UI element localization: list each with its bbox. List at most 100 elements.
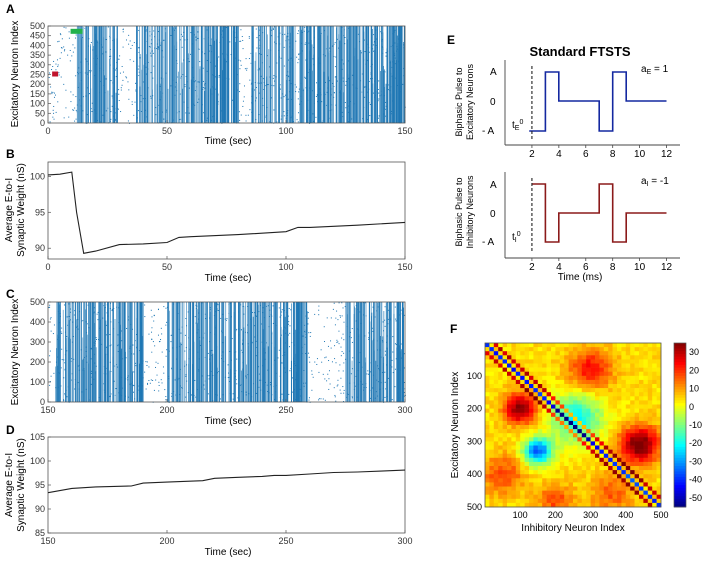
heatmap-cell bbox=[533, 392, 539, 397]
heatmap-cell bbox=[595, 396, 600, 401]
heatmap-cell bbox=[564, 363, 569, 368]
spike-dot bbox=[70, 311, 72, 313]
heatmap-cell bbox=[581, 470, 587, 475]
heatmap-cell bbox=[551, 400, 556, 405]
spike-dot bbox=[245, 120, 247, 122]
spike-dot bbox=[350, 337, 352, 339]
spike-dot bbox=[344, 43, 346, 45]
heatmap-cell bbox=[630, 355, 635, 360]
heatmap-cell bbox=[507, 425, 512, 430]
heatmap-cell bbox=[533, 412, 539, 418]
heatmap-cell bbox=[603, 425, 609, 430]
spike-dot bbox=[187, 311, 189, 313]
y-tick-label: 350 bbox=[30, 50, 45, 60]
heatmap-cell bbox=[485, 478, 490, 483]
heatmap-cell bbox=[656, 400, 662, 405]
heatmap-cell bbox=[485, 470, 490, 475]
heatmap-cell bbox=[608, 466, 613, 471]
colorbar-segment bbox=[674, 384, 686, 388]
heatmap-cell bbox=[485, 490, 490, 495]
spike-dot bbox=[273, 80, 275, 82]
heatmap-cell bbox=[559, 420, 565, 426]
heatmap-cell bbox=[608, 416, 613, 422]
heatmap-cell bbox=[485, 404, 490, 409]
heatmap-cell bbox=[555, 486, 561, 491]
spike-dot bbox=[50, 317, 52, 319]
spike-dot bbox=[304, 76, 306, 78]
heatmap-cell bbox=[573, 400, 578, 405]
heatmap-cell bbox=[573, 433, 578, 438]
spike-dot bbox=[387, 377, 389, 379]
heatmap-cell bbox=[612, 482, 618, 487]
colorbar-segment bbox=[674, 373, 686, 377]
spike-dot bbox=[256, 47, 258, 49]
heatmap-cell bbox=[564, 396, 569, 401]
heatmap-cell bbox=[507, 367, 512, 372]
heatmap-cell bbox=[493, 429, 499, 434]
heatmap-cell bbox=[595, 453, 600, 459]
heatmap-cell bbox=[577, 371, 583, 377]
heatmap-cell bbox=[555, 437, 561, 442]
heatmap-cell bbox=[599, 466, 605, 471]
heatmap-cell bbox=[520, 437, 525, 442]
heatmap-cell bbox=[498, 351, 503, 356]
spike-dot bbox=[161, 351, 163, 353]
heatmap-cell bbox=[489, 404, 495, 409]
colorbar-segment bbox=[674, 378, 686, 382]
spike-dot bbox=[324, 81, 326, 83]
spike-dot bbox=[89, 70, 91, 72]
spike-dot bbox=[301, 32, 303, 34]
spike-dot bbox=[151, 327, 153, 329]
spike-dot bbox=[312, 58, 314, 60]
heatmap-cell bbox=[564, 371, 569, 377]
spike-dot bbox=[378, 92, 380, 94]
heatmap-cell bbox=[489, 482, 495, 487]
spike-dot bbox=[209, 44, 211, 46]
heatmap-cell bbox=[573, 470, 578, 475]
spike-dot bbox=[334, 345, 336, 347]
heatmap-cell bbox=[652, 453, 657, 459]
panel-d-xlabel: Time (sec) bbox=[205, 547, 252, 558]
colorbar-segment bbox=[674, 485, 686, 489]
spike-dot bbox=[343, 401, 345, 402]
colorbar-segment bbox=[674, 381, 686, 385]
heatmap-cell bbox=[520, 416, 525, 422]
heatmap-cell bbox=[511, 412, 517, 418]
heatmap-cell bbox=[529, 375, 534, 381]
spike-dot bbox=[334, 396, 336, 398]
heatmap-cell bbox=[621, 416, 627, 422]
heatmap-cell bbox=[529, 470, 534, 475]
heatmap-cell bbox=[590, 433, 596, 438]
t-i-sub: I bbox=[515, 237, 517, 244]
heatmap-cell bbox=[652, 429, 657, 434]
heatmap-cell bbox=[639, 384, 644, 389]
heatmap-cell bbox=[647, 396, 653, 401]
heatmap-cell bbox=[546, 379, 552, 385]
spike-dot bbox=[245, 375, 247, 377]
heatmap-cell bbox=[520, 379, 525, 385]
heatmap-cell bbox=[564, 478, 569, 483]
heatmap-cell bbox=[586, 437, 591, 442]
panel-d-ylabel-line1: Average E-to-I bbox=[4, 453, 15, 517]
heatmap-cell bbox=[559, 396, 565, 401]
heatmap-cell bbox=[511, 343, 517, 348]
heatmap-cell bbox=[529, 379, 534, 385]
heatmap-cell bbox=[568, 412, 574, 418]
heatmap-cell bbox=[498, 466, 503, 471]
spike-dot bbox=[67, 54, 69, 56]
heatmap-cell bbox=[586, 347, 591, 352]
heatmap-cell bbox=[639, 453, 644, 459]
heatmap-cell bbox=[515, 482, 521, 487]
heatmap-cell bbox=[529, 490, 534, 495]
heatmap-cell bbox=[603, 420, 609, 426]
heatmap-cell bbox=[612, 498, 618, 504]
spike-dot bbox=[318, 398, 320, 400]
heatmap-cell bbox=[647, 363, 653, 368]
heatmap-cell bbox=[533, 474, 539, 479]
heatmap-cell bbox=[533, 457, 539, 463]
spike-dot bbox=[53, 324, 55, 326]
spike-dot bbox=[342, 333, 344, 335]
spike-dot bbox=[369, 78, 371, 80]
heatmap-cell bbox=[529, 461, 534, 467]
heatmap-cell bbox=[599, 379, 605, 385]
